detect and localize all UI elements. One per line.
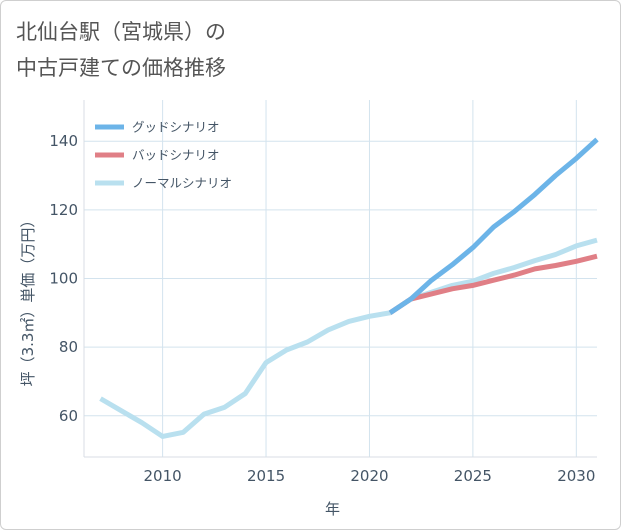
legend-label-good: グッドシナリオ [132,120,220,135]
x-tick-label-2010: 2010 [144,467,182,485]
series-line-good [388,137,599,315]
y-tick-label-80: 80 [59,338,78,356]
y-axis-title: 坪（3.3㎡）単価（万円） [19,213,37,387]
x-tick-label-2015: 2015 [247,467,285,485]
x-axis-title: 年 [325,500,340,518]
chart-title-line-1: 北仙台駅（宮城県）の [16,20,226,44]
chart-title-line-2: 中古戸建ての価格推移 [16,56,226,80]
y-tick-label-60: 60 [59,407,78,425]
y-tick-label-140: 140 [49,132,78,150]
y-tick-label-100: 100 [49,270,78,288]
x-tick-label-2030: 2030 [557,467,595,485]
legend-label-normal: ノーマルシナリオ [132,176,232,191]
chart-title: 北仙台駅（宮城県）の 中古戸建ての価格推移 [16,14,226,86]
series-line-normal [99,237,598,439]
x-tick-label-2025: 2025 [454,467,492,485]
series-line-bad [388,253,598,315]
legend-label-bad: バッドシナリオ [132,148,220,163]
x-tick-label-2020: 2020 [350,467,388,485]
y-tick-label-120: 120 [49,201,78,219]
